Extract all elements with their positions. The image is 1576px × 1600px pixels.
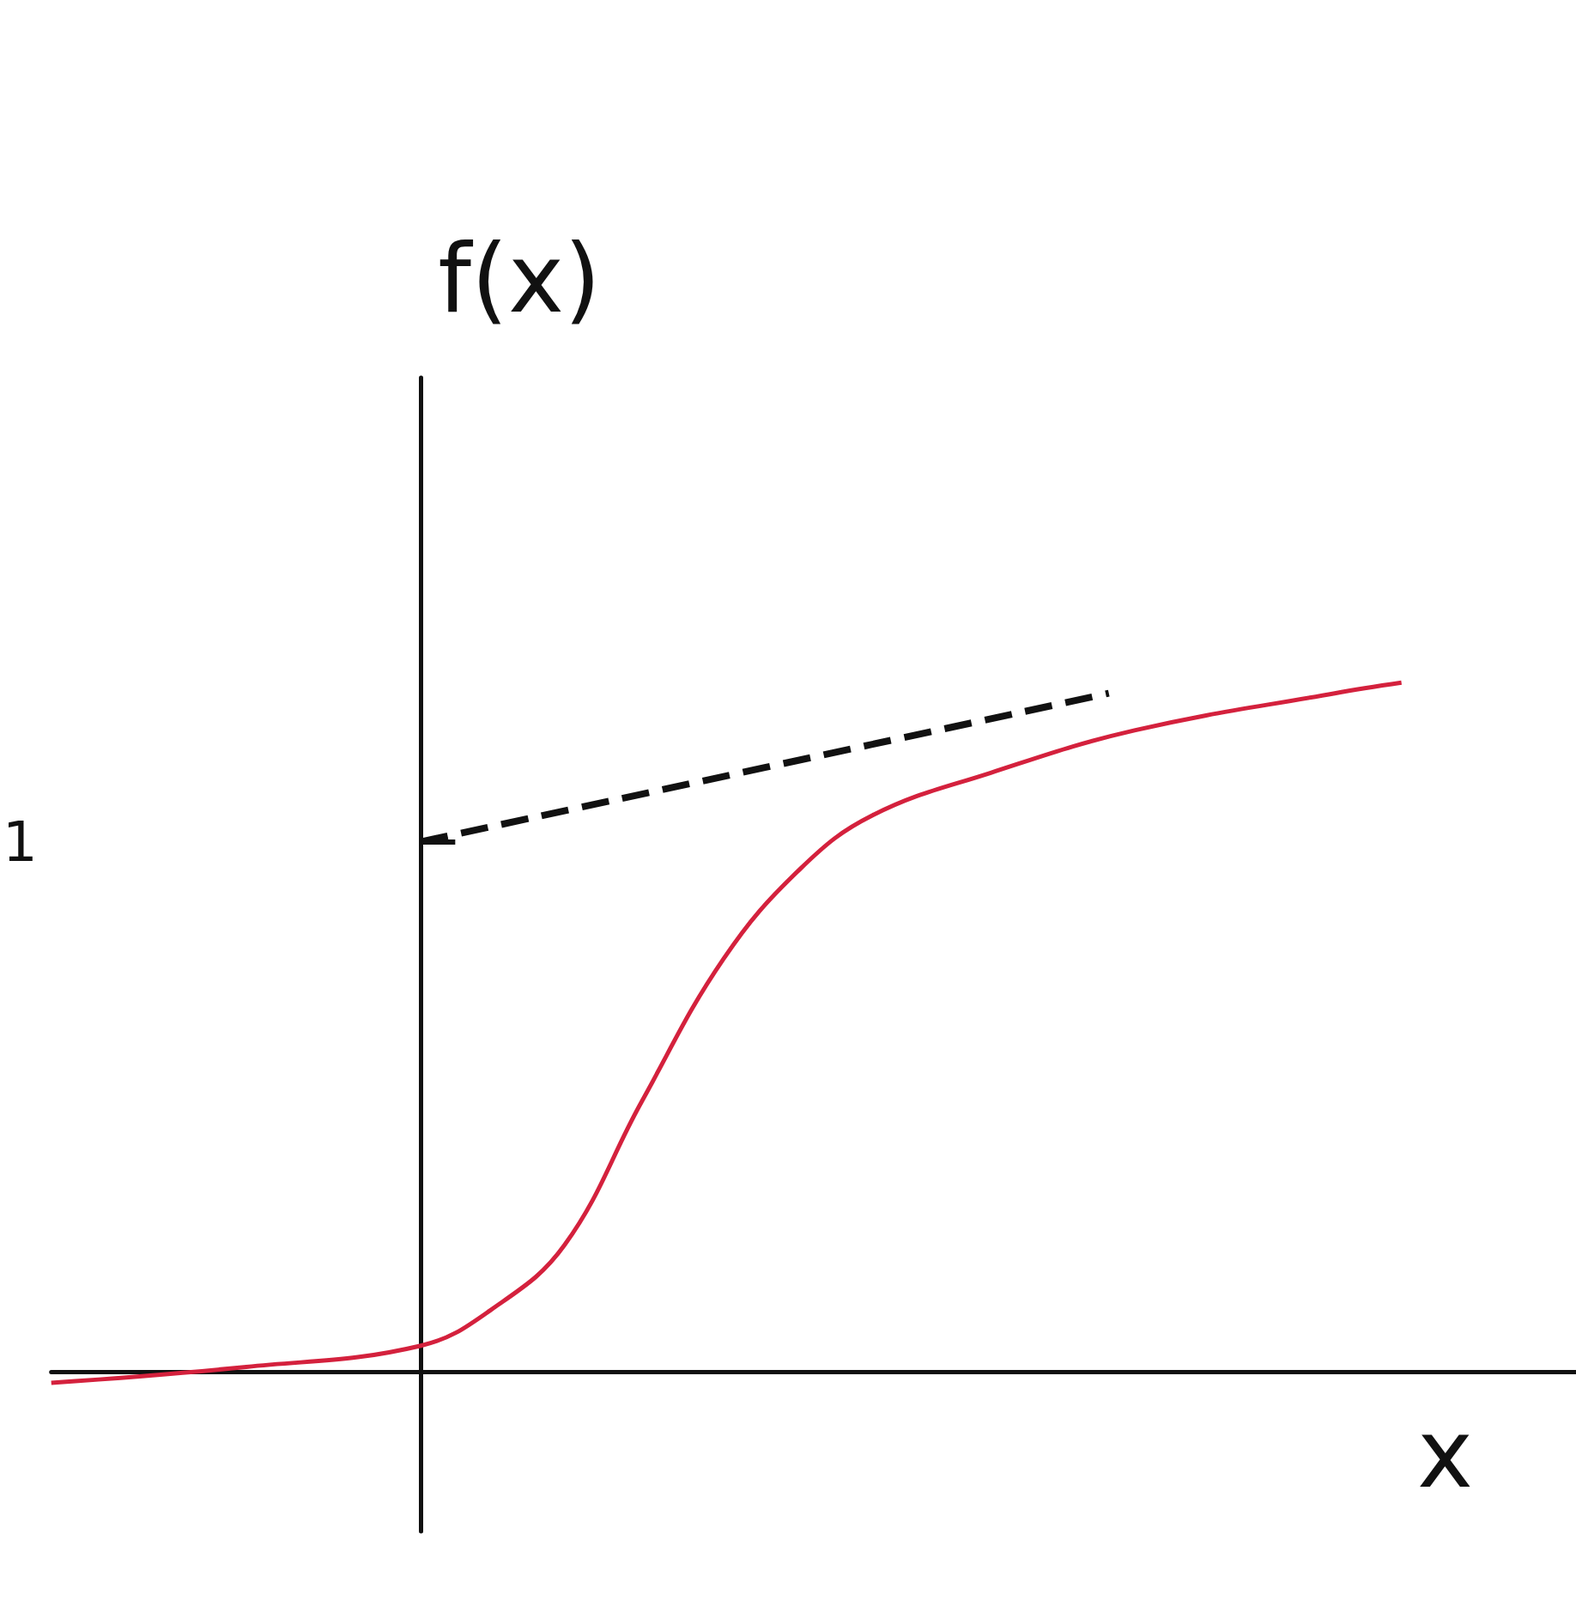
svg-text:f(x): f(x) (437, 224, 601, 334)
svg-text:1: 1 (2, 810, 38, 874)
svg-text:x: x (1417, 1399, 1473, 1510)
